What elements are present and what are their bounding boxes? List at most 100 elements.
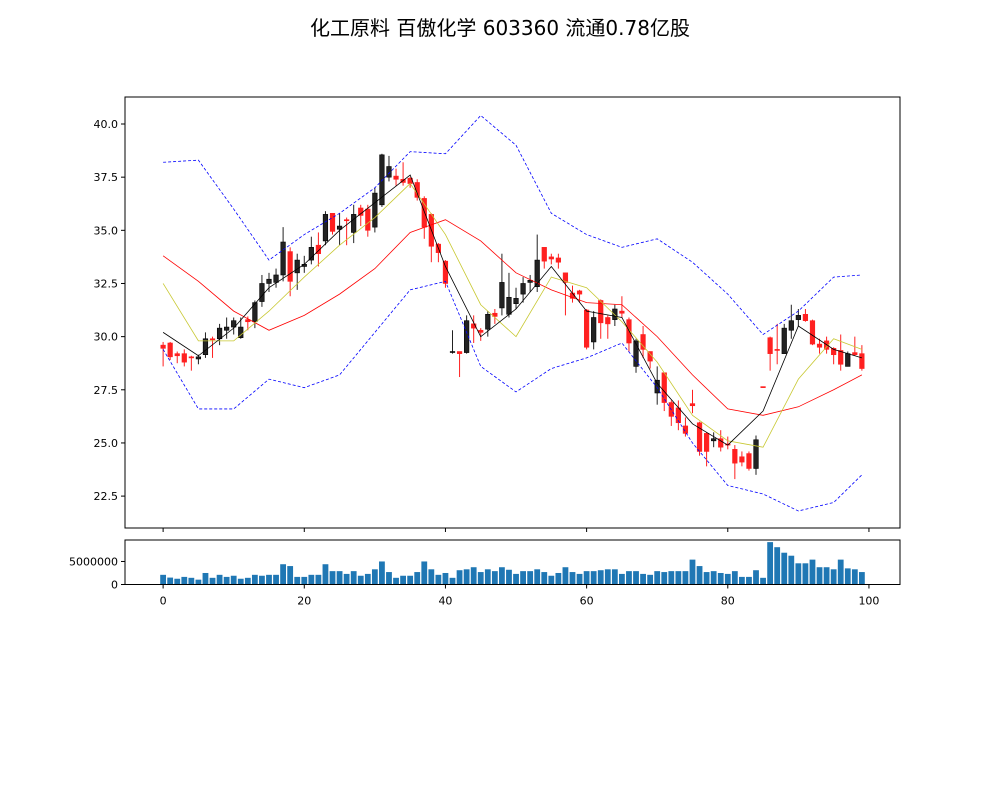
candle <box>174 351 180 364</box>
candle <box>562 272 569 316</box>
candle-body <box>393 175 399 180</box>
candle-body <box>294 259 300 274</box>
volume-bar <box>308 574 315 585</box>
price-axes-frame <box>124 96 901 529</box>
candle-body <box>788 320 794 331</box>
volume-bar <box>795 563 802 585</box>
volume-bar <box>209 577 216 585</box>
candle-body <box>534 259 540 287</box>
candle-body <box>315 244 321 255</box>
x-tick-label: 40 <box>438 595 452 608</box>
candle-body <box>273 274 279 283</box>
candle <box>838 334 844 371</box>
candle-body <box>351 214 357 233</box>
candle-body <box>562 272 569 283</box>
volume-bar <box>499 567 505 585</box>
candle-body <box>492 312 498 317</box>
candle-body <box>471 323 477 329</box>
candle-body <box>421 198 427 228</box>
volume-bar <box>823 567 830 585</box>
volume-bar <box>689 559 696 585</box>
volume-bar <box>280 564 287 585</box>
candle-body <box>541 247 547 262</box>
y-tick-label: 30.0 <box>94 331 119 344</box>
volume-bar <box>244 577 251 585</box>
volume-bar <box>251 574 258 585</box>
volume-bar <box>647 574 654 585</box>
volume-bar <box>491 571 498 585</box>
candle-body <box>478 329 484 333</box>
volume-bar <box>816 567 823 585</box>
volume-bar <box>294 576 301 585</box>
candle-body <box>802 314 809 321</box>
candle <box>696 421 703 456</box>
candle <box>725 436 731 450</box>
candle-body <box>753 439 759 469</box>
candle <box>365 204 371 237</box>
volume-bar <box>506 569 512 585</box>
volume-bar <box>668 571 675 585</box>
volume-bar <box>484 569 491 585</box>
candle <box>336 213 343 246</box>
candle-body <box>654 379 660 394</box>
candle <box>569 285 576 303</box>
candle-body <box>238 326 244 338</box>
candle <box>668 400 674 426</box>
candle <box>513 287 519 309</box>
volume-bar <box>619 573 625 585</box>
candle <box>732 445 738 480</box>
candle <box>689 389 696 414</box>
candle-body <box>838 350 844 365</box>
candle <box>273 268 279 288</box>
candle-body <box>605 317 611 325</box>
candle-body <box>464 320 470 353</box>
candle <box>421 196 427 239</box>
volume-plot: 0 5000000 0 20 40 60 80 100 <box>69 539 901 608</box>
candle-body <box>499 282 505 309</box>
candle-body <box>795 315 801 320</box>
volume-bar <box>350 571 357 585</box>
candle <box>471 315 477 344</box>
y-tick-label: 25.0 <box>94 437 119 450</box>
candle <box>188 355 194 371</box>
candle <box>329 213 336 235</box>
candle-body <box>767 337 773 354</box>
candle <box>704 432 710 467</box>
candle <box>675 400 681 431</box>
volume-bar <box>569 572 576 585</box>
volume-bar <box>357 575 364 585</box>
candle-body <box>718 438 724 448</box>
x-tick-label: 80 <box>721 595 735 608</box>
volume-bar <box>781 552 788 585</box>
candle <box>527 274 533 292</box>
candle <box>534 234 540 292</box>
candle-body <box>774 349 780 351</box>
volume-axes-frame <box>124 539 901 585</box>
candle <box>711 432 717 448</box>
candle-body <box>252 302 258 323</box>
candle-body <box>809 320 816 345</box>
candle-body <box>739 456 745 463</box>
candle-body <box>816 343 823 348</box>
candle-body <box>372 192 378 228</box>
candle-body <box>386 166 392 178</box>
volume-bar <box>604 569 611 585</box>
volume-bar <box>421 561 428 585</box>
volume-bar <box>661 572 668 585</box>
candle-body <box>167 342 173 358</box>
volume-bar <box>626 571 632 585</box>
volume-bar <box>456 570 463 585</box>
candle <box>386 155 392 182</box>
volume-bar <box>760 577 766 585</box>
candle <box>449 330 456 354</box>
candle-body <box>259 283 265 302</box>
candle-body <box>584 309 590 348</box>
candle-body <box>831 348 837 356</box>
volume-bar <box>654 571 661 585</box>
x-tick-label: 100 <box>858 595 879 608</box>
candle <box>266 272 272 292</box>
candle <box>760 386 766 388</box>
volume-bar <box>407 575 414 585</box>
candle-body <box>520 283 526 295</box>
